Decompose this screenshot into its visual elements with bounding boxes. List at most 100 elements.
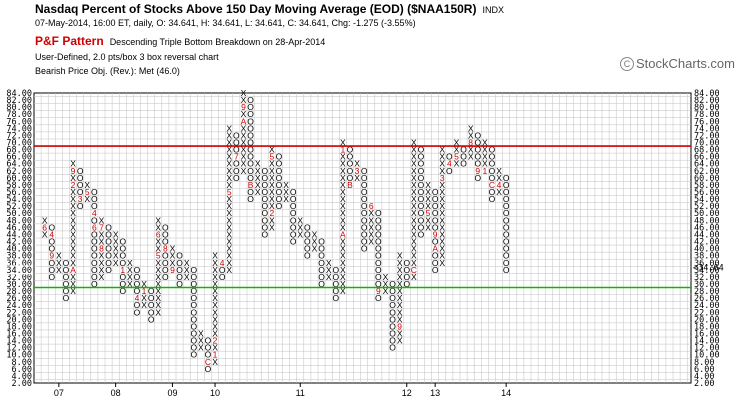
x-box: X (383, 272, 389, 282)
o-box: O (418, 145, 425, 155)
o-box: O (134, 279, 141, 289)
o-box: O (134, 300, 141, 310)
x-box: X (482, 152, 488, 162)
o-box: O (375, 279, 382, 289)
o-box: O (105, 229, 112, 239)
o-box: O (261, 229, 268, 239)
x-box: X (439, 208, 445, 218)
month-marker: 6 (156, 229, 161, 239)
y-tick-label-left: 22.00 (6, 308, 32, 318)
x-box: X (212, 286, 218, 296)
y-tick-label-right: 12.00 (694, 344, 720, 354)
x-box: X (170, 258, 176, 268)
x-box: X (326, 272, 332, 282)
x-box: X (439, 159, 445, 169)
x-box: X (368, 208, 374, 218)
o-box: O (91, 265, 98, 275)
x-box: X (397, 328, 403, 338)
x-box: X (99, 272, 105, 282)
o-box: O (134, 286, 141, 296)
o-box: O (418, 159, 425, 169)
x-axis-label: 07 (54, 388, 64, 398)
y-tick-label-right: 8.00 (694, 358, 714, 368)
x-box: X (397, 272, 403, 282)
x-box: X (84, 194, 90, 204)
y-tick-label-left: 18.00 (6, 322, 32, 332)
x-box: X (198, 336, 204, 346)
o-box: O (119, 237, 126, 247)
o-box: O (474, 130, 481, 140)
y-tick-label-left: 12.00 (6, 344, 32, 354)
o-box: O (503, 194, 510, 204)
o-box: O (418, 152, 425, 162)
o-box: O (375, 215, 382, 225)
x-box: X (212, 314, 218, 324)
o-box: O (247, 173, 254, 183)
o-box: O (503, 201, 510, 211)
o-box: O (205, 336, 212, 346)
x-box: X (226, 173, 232, 183)
x-box: X (269, 187, 275, 197)
y-tick-label-left: 70.00 (6, 139, 32, 149)
y-tick-label-right: 78.00 (694, 110, 720, 120)
y-tick-label-left: 32.00 (6, 273, 32, 283)
x-box: X (340, 173, 346, 183)
x-box: X (127, 279, 133, 289)
o-box: O (48, 265, 55, 275)
x-box: X (439, 237, 445, 247)
o-box: O (91, 272, 98, 282)
x-box: X (411, 244, 417, 254)
o-box: O (190, 321, 197, 331)
x-box: X (70, 194, 76, 204)
x-box: X (155, 293, 161, 303)
month-marker: 3 (440, 173, 445, 183)
o-box: O (347, 166, 354, 176)
x-box: X (42, 215, 48, 225)
y-tick-label-right: 34.00 (694, 266, 720, 276)
x-box: X (340, 180, 346, 190)
x-box: X (226, 208, 232, 218)
y-tick-label-left: 60.00 (6, 174, 32, 184)
x-box: X (42, 229, 48, 239)
y-tick-label-left: 50.00 (6, 209, 32, 219)
o-box: O (489, 152, 496, 162)
y-tick-label-left: 62.00 (6, 167, 32, 177)
month-marker: 9 (49, 251, 54, 261)
o-box: O (276, 180, 283, 190)
x-box: X (425, 187, 431, 197)
x-box: X (99, 237, 105, 247)
y-tick-label-right: 70.00 (694, 139, 720, 149)
o-box: O (190, 272, 197, 282)
x-box: X (439, 180, 445, 190)
x-box: X (113, 237, 119, 247)
month-marker: C (489, 180, 495, 190)
x-box: X (70, 159, 76, 169)
x-box: X (283, 180, 289, 190)
o-box: O (318, 265, 325, 275)
x-box: X (70, 286, 76, 296)
o-box: O (247, 95, 254, 105)
o-box: O (119, 244, 126, 254)
o-box: O (247, 102, 254, 112)
o-box: O (474, 159, 481, 169)
o-box: O (105, 237, 112, 247)
x-box: X (425, 180, 431, 190)
x-box: X (425, 194, 431, 204)
x-box: X (70, 229, 76, 239)
x-box: X (454, 145, 460, 155)
o-box: O (247, 130, 254, 140)
month-marker: B (347, 180, 353, 190)
o-box: O (105, 251, 112, 261)
x-box: X (99, 229, 105, 239)
o-box: O (503, 222, 510, 232)
o-box: O (361, 229, 368, 239)
o-box: O (176, 279, 183, 289)
o-box: O (474, 152, 481, 162)
y-tick-label-left: 26.00 (6, 294, 32, 304)
o-box: O (190, 328, 197, 338)
y-tick-label-left: 64.00 (6, 160, 32, 170)
o-box: O (162, 237, 169, 247)
x-box: X (198, 328, 204, 338)
o-box: O (489, 187, 496, 197)
x-box: X (269, 201, 275, 211)
